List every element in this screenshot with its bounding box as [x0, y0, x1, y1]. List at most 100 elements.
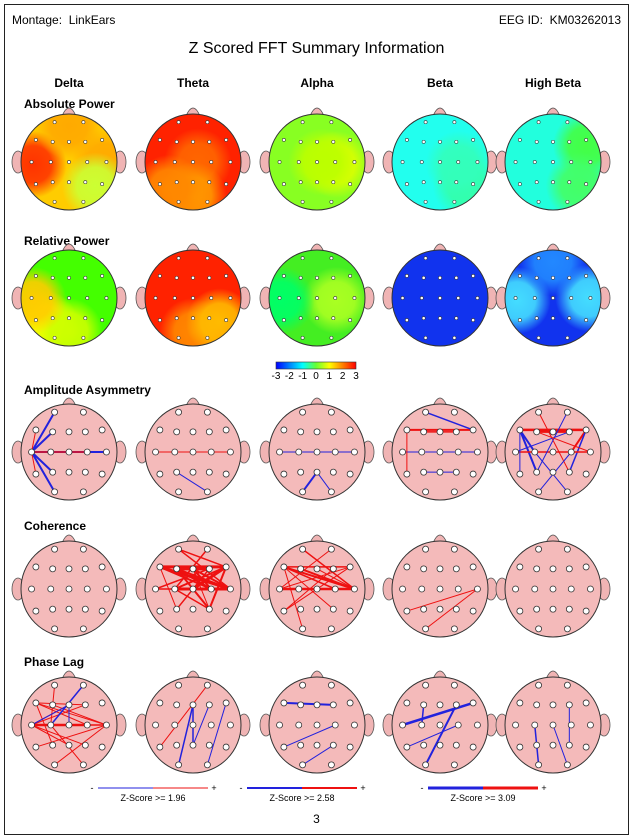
electrode [346, 607, 354, 615]
electrode [564, 545, 571, 553]
electrode [469, 699, 477, 707]
scalp-outline [391, 113, 489, 211]
electrode [277, 296, 282, 300]
electrode [205, 256, 210, 261]
connection-line [299, 567, 356, 590]
electrode [419, 160, 424, 164]
scalp-outline [268, 249, 366, 347]
head-amplitude-asymmetry-beta [382, 397, 498, 501]
connection-line [54, 724, 107, 766]
electrode [32, 426, 40, 434]
electrode [436, 585, 444, 593]
electrode [452, 428, 460, 436]
connection-line [159, 684, 208, 748]
electrode [564, 761, 571, 769]
electrode [298, 275, 303, 280]
legend-plus: + [211, 783, 216, 793]
color-scale-tick: -2 [285, 371, 294, 382]
electrode [313, 721, 321, 729]
electrode [80, 545, 87, 553]
connection-line [30, 430, 54, 453]
head-relative-power-theta [135, 243, 251, 347]
electrode [565, 199, 570, 204]
electrode [535, 545, 542, 553]
electrode [450, 625, 458, 633]
electrode [403, 607, 411, 615]
electrode [209, 296, 214, 300]
electrode [454, 448, 462, 456]
electrode [531, 585, 539, 593]
scalp-color-map [269, 250, 365, 346]
electrode [436, 565, 444, 573]
electrode [327, 488, 335, 496]
electrode [81, 605, 89, 613]
electrode [564, 625, 571, 633]
electrode [423, 120, 428, 125]
electrode [531, 721, 539, 729]
electrode [567, 721, 575, 729]
zscore-legend: - + Z-Score >= 1.96 [91, 783, 217, 803]
electrode [422, 545, 430, 553]
scalp-outline [504, 249, 602, 347]
electrode [452, 199, 457, 204]
head-amplitude-asymmetry-high-beta [495, 397, 611, 501]
head-relative-power-beta [382, 243, 498, 347]
electrode [300, 335, 305, 340]
scalp-region [21, 266, 67, 334]
electrode [28, 585, 35, 593]
electrode [49, 701, 57, 709]
electrode [549, 468, 557, 476]
head-phase-lag-beta [382, 670, 498, 774]
electrode [582, 699, 590, 707]
connection-line [316, 471, 332, 493]
electrode [565, 428, 573, 436]
electrode [32, 607, 40, 615]
electrode [404, 274, 409, 278]
electrode [404, 138, 409, 142]
electrode [175, 488, 183, 496]
electrode [276, 448, 283, 456]
band-header-theta: Theta [176, 76, 209, 90]
electrode [205, 701, 213, 709]
electrode [450, 545, 458, 553]
row-label-phase-lag: Phase Lag [24, 655, 85, 669]
electrode [403, 699, 411, 707]
connection-line [552, 724, 568, 766]
electrode [191, 296, 195, 300]
connection-line [177, 548, 232, 590]
electrode [228, 296, 233, 300]
electrode [205, 565, 213, 573]
electrode [454, 585, 462, 593]
electrode [203, 545, 211, 553]
electrode [98, 470, 106, 478]
electrode [67, 180, 71, 185]
scalp-outline [144, 113, 242, 211]
electrode [329, 468, 337, 476]
electrode [191, 275, 195, 280]
electrode [65, 428, 73, 436]
electrode [565, 605, 573, 613]
electrode [52, 120, 57, 125]
electrode [534, 275, 539, 280]
connection-line [35, 702, 54, 746]
electrode [67, 160, 71, 164]
electrode [52, 335, 57, 340]
electrode [104, 296, 109, 300]
electrode [450, 408, 458, 416]
electrode [32, 743, 40, 751]
electrode [471, 318, 476, 322]
electrode [51, 625, 58, 633]
electrode [47, 585, 55, 593]
electrode [536, 335, 541, 340]
band-header-delta: Delta [54, 76, 84, 90]
electrode [276, 585, 283, 593]
electrode [156, 563, 164, 571]
electrode [352, 296, 357, 300]
electrode [205, 120, 210, 125]
connection-line [30, 451, 54, 474]
electrode [81, 741, 89, 749]
band-header-alpha: Alpha [300, 76, 334, 90]
electrode [80, 408, 87, 416]
connection-line [425, 588, 478, 630]
electrode [299, 681, 307, 689]
